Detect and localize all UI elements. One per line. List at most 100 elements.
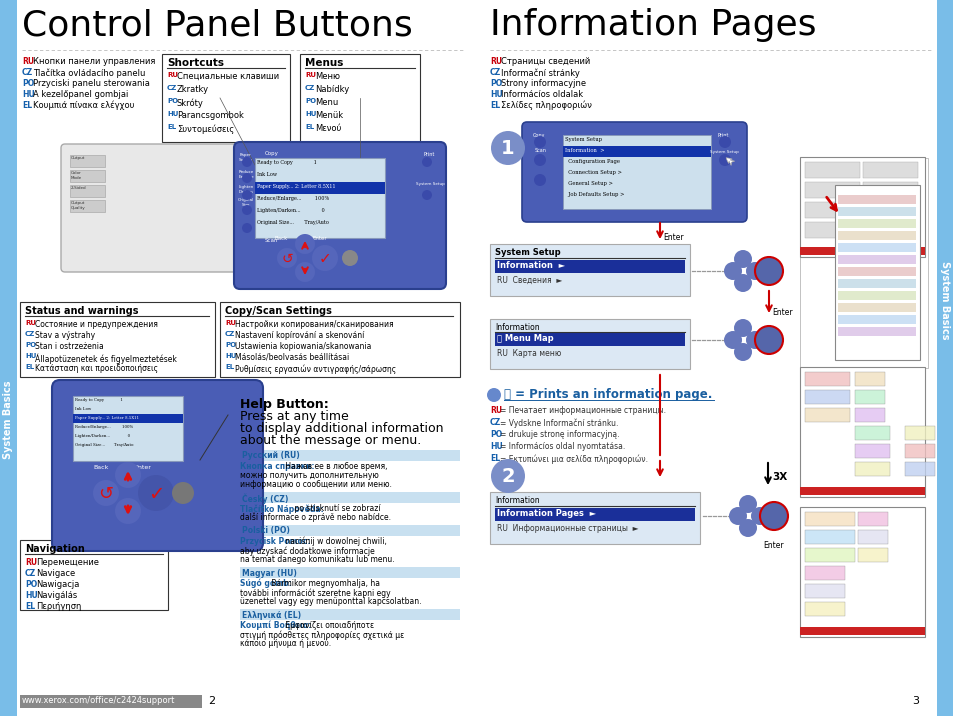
Bar [837,243,915,252]
Bar [240,525,459,536]
Text: RU  Информационные страницы  ►: RU Информационные страницы ► [497,524,638,533]
Text: Print: Print [718,133,729,138]
Text: EL: EL [490,454,499,463]
Text: Σελίδες πληροφοριών: Σελίδες πληροφοριών [500,101,591,110]
Bar [495,260,684,273]
Bar [862,182,917,198]
Text: Menus: Menus [305,58,343,68]
Circle shape [242,190,252,200]
Text: Ustawienia kopiowania/skanowania: Ustawienia kopiowania/skanowania [234,342,371,351]
Text: Output: Output [71,156,85,160]
Text: CZ: CZ [25,331,35,337]
Bar [240,492,459,503]
Text: PO: PO [490,79,501,88]
Text: Меню: Меню [314,72,339,81]
Text: RU: RU [305,72,315,78]
Text: RU: RU [25,320,36,326]
Bar [837,195,915,204]
Bar [837,303,915,312]
Circle shape [739,495,757,513]
Circle shape [242,157,252,167]
Circle shape [115,498,141,524]
Text: κάποιο μήνυμα ή μενού.: κάποιο μήνυμα ή μενού. [240,639,331,649]
Circle shape [312,245,337,271]
Circle shape [719,136,730,148]
Text: информацию о сообщении или меню.: информацию о сообщении или меню. [240,480,392,489]
Text: Εμφανίζει οποιαδήποτε: Εμφανίζει οποιαδήποτε [283,621,375,630]
Text: System Setup: System Setup [416,182,444,186]
Bar [804,548,854,562]
Text: Stan i ostrzeżenia: Stan i ostrzeżenia [35,342,104,351]
Text: στιγμή πρόσθετες πληροφορίες σχετικά με: στιγμή πρόσθετες πληροφορίες σχετικά με [240,630,404,639]
Text: Ρυθμίσεις εργασιών αντιγραφής/σάρωσης: Ρυθμίσεις εργασιών αντιγραφής/σάρωσης [234,364,395,374]
Text: ⎙ = Prints an information page.: ⎙ = Prints an information page. [503,388,712,401]
Text: Information: Information [495,496,539,505]
Circle shape [723,262,741,280]
Bar [490,319,689,369]
Bar [857,548,887,562]
Bar [299,54,419,142]
Bar [854,462,889,476]
Circle shape [733,250,751,268]
Circle shape [733,319,751,337]
Bar [240,609,459,620]
Text: Enter: Enter [133,465,151,470]
Circle shape [754,257,782,285]
Text: Reduce/Enlarge...         100%: Reduce/Enlarge... 100% [75,425,133,429]
Bar [490,492,700,544]
Bar [837,291,915,300]
Text: CZ: CZ [25,569,36,578]
Text: RU: RU [25,558,37,567]
FancyBboxPatch shape [52,380,263,551]
Text: RU: RU [490,57,501,66]
Circle shape [745,262,763,280]
Text: Configuration Page: Configuration Page [564,159,619,164]
Text: = Vydskne Informační stránku.: = Vydskne Informační stránku. [499,418,618,427]
Circle shape [421,157,432,167]
Text: Help Button:: Help Button: [240,398,329,411]
Text: = Informácíos oldal nyomtatása.: = Informácíos oldal nyomtatása. [499,442,624,451]
Text: Original Size...       Tray/Auto: Original Size... Tray/Auto [256,220,329,225]
Bar [904,444,934,458]
Text: = Εκτυπώνει μια σελίδα πληροφοριών.: = Εκτυπώνει μια σελίδα πληροφοριών. [499,454,647,463]
Text: i: i [179,487,183,497]
Bar [70,185,105,197]
Bar [804,162,923,252]
Text: i: i [347,254,350,263]
Text: ↺: ↺ [98,485,113,503]
Bar [804,602,844,616]
Circle shape [733,274,751,292]
Circle shape [760,502,787,530]
Text: Shortcuts: Shortcuts [167,58,224,68]
Bar [800,158,927,368]
Text: Állapotüzenetek és figyelmeztetések: Állapotüzenetek és figyelmeztetések [35,353,176,364]
Text: PO: PO [225,342,236,348]
Text: Zkratky: Zkratky [177,85,209,94]
Text: Przycisk Pomoc:: Przycisk Pomoc: [240,537,311,546]
Bar [804,512,854,526]
Text: Information Pages  ►: Information Pages ► [497,509,596,518]
Circle shape [754,326,782,354]
Text: System Setup: System Setup [495,248,560,257]
Text: Back: Back [92,465,109,470]
Text: Skróty: Skróty [177,98,204,107]
Text: RU  Сведения  ►: RU Сведения ► [497,276,561,285]
Text: Information: Information [495,323,539,332]
Text: PO: PO [25,342,36,348]
Text: Enter: Enter [771,308,792,317]
Bar [862,202,917,218]
Text: Stav a výstrahy: Stav a výstrahy [35,331,95,340]
Circle shape [242,205,252,215]
Circle shape [728,507,746,525]
Bar [254,158,385,238]
Bar [837,231,915,240]
Text: Original Size...       Tray/Auto: Original Size... Tray/Auto [75,443,133,447]
Text: Press at any time: Press at any time [240,410,349,423]
Text: HU: HU [25,353,36,359]
Text: ⎙ Menu Map: ⎙ Menu Map [497,334,553,343]
Bar [220,302,459,377]
Bar [804,408,849,422]
Bar [162,54,290,142]
Text: Συντομεύσεις: Συντομεύσεις [177,124,233,133]
Text: Scan: Scan [535,148,546,153]
